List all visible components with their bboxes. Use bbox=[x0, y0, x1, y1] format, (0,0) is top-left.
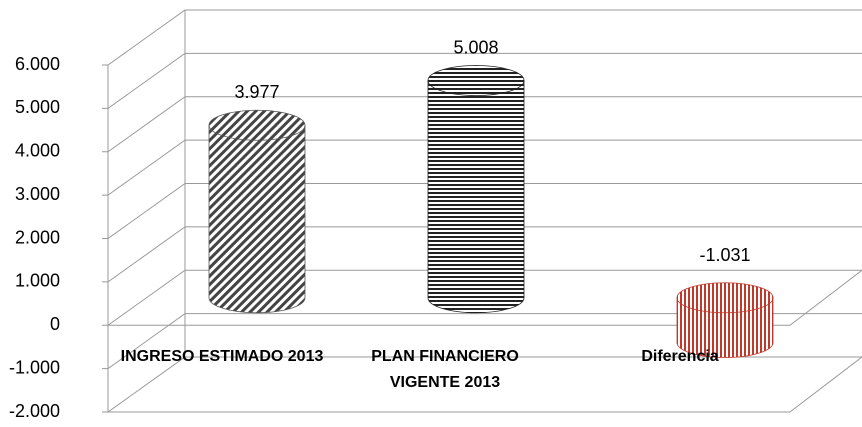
grid-line bbox=[107, 9, 862, 66]
bar-top bbox=[676, 282, 774, 314]
y-tick-label: 6.000 bbox=[15, 54, 60, 74]
bar-body bbox=[208, 124, 306, 314]
grid-line bbox=[107, 269, 862, 326]
bar bbox=[676, 282, 774, 358]
bar-body bbox=[427, 80, 525, 314]
grid-line bbox=[107, 183, 862, 239]
y-tick-label: 2.000 bbox=[15, 227, 60, 247]
bar-body bbox=[676, 297, 774, 358]
bar bbox=[208, 109, 306, 314]
bar-top bbox=[427, 65, 525, 96]
x-tick-label: INGRESO ESTIMADO 2013 bbox=[120, 348, 324, 365]
y-tick-label: -2.000 bbox=[9, 401, 60, 421]
data-label: 5.008 bbox=[453, 37, 498, 57]
y-tick-label: 3.000 bbox=[15, 184, 60, 204]
grid-line bbox=[107, 139, 862, 196]
axis-line bbox=[789, 356, 862, 413]
x-tick-label: PLAN FINANCIERO VIGENTE 2013 bbox=[371, 348, 519, 391]
grid-line bbox=[107, 313, 862, 370]
y-tick-label: 5.000 bbox=[15, 97, 60, 117]
grid-line bbox=[107, 356, 862, 413]
data-label: -1.031 bbox=[699, 245, 750, 265]
y-tick-label: 1.000 bbox=[15, 271, 60, 291]
grid-line bbox=[107, 96, 862, 153]
y-tick-label: 0 bbox=[50, 314, 60, 334]
y-tick-label: -1.000 bbox=[9, 357, 60, 377]
bar bbox=[427, 65, 525, 314]
y-tick-label: 4.000 bbox=[15, 141, 60, 161]
data-label: 3.977 bbox=[234, 82, 279, 102]
grid-line bbox=[107, 52, 862, 109]
floor-line bbox=[108, 269, 862, 326]
x-tick-label: Diferencia bbox=[641, 348, 719, 365]
bar-top bbox=[208, 109, 306, 141]
grid-line bbox=[107, 226, 862, 283]
